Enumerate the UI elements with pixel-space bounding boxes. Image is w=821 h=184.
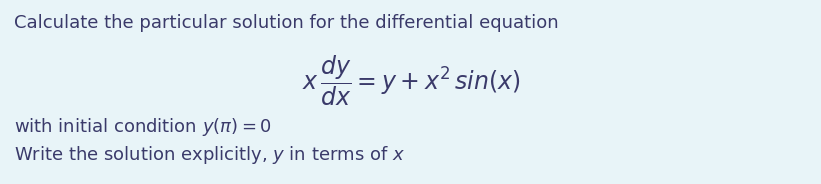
Text: $x\,\dfrac{dy}{dx} = y + x^2\,\mathit{sin}(x)$: $x\,\dfrac{dy}{dx} = y + x^2\,\mathit{si…	[301, 54, 521, 108]
Text: Calculate the particular solution for the differential equation: Calculate the particular solution for th…	[14, 14, 558, 32]
Text: Write the solution explicitly, $y$ in terms of $x$: Write the solution explicitly, $y$ in te…	[14, 144, 405, 166]
Text: with initial condition $y(\pi) = 0$: with initial condition $y(\pi) = 0$	[14, 116, 272, 138]
